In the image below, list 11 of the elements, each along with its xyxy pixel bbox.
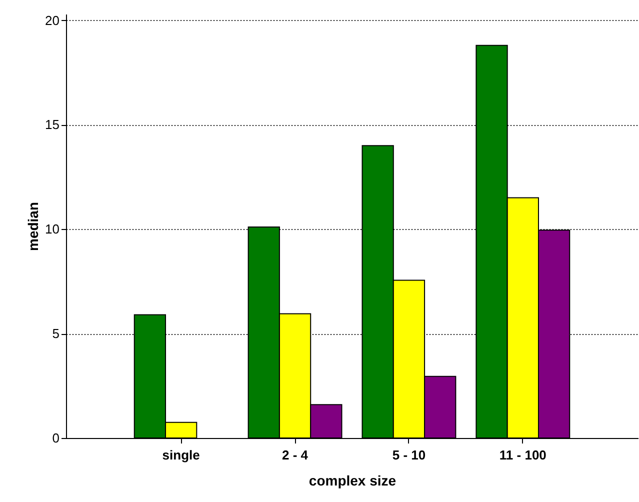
x-tick-label: 5 - 10 bbox=[392, 448, 426, 462]
x-axis-title: complex size bbox=[308, 472, 396, 488]
y-tick-label: 10 bbox=[45, 222, 60, 237]
y-tick-label: 0 bbox=[52, 430, 60, 446]
y-tick-label: 20 bbox=[45, 12, 60, 28]
y-tick-label: 5 bbox=[52, 326, 60, 342]
x-tick-label: single bbox=[162, 448, 200, 462]
y-tick-label: 15 bbox=[45, 117, 60, 132]
x-tick-label: 11 - 100 bbox=[499, 448, 546, 462]
x-tick-label: 2 - 4 bbox=[282, 448, 309, 462]
y-axis-title: median bbox=[25, 202, 42, 252]
